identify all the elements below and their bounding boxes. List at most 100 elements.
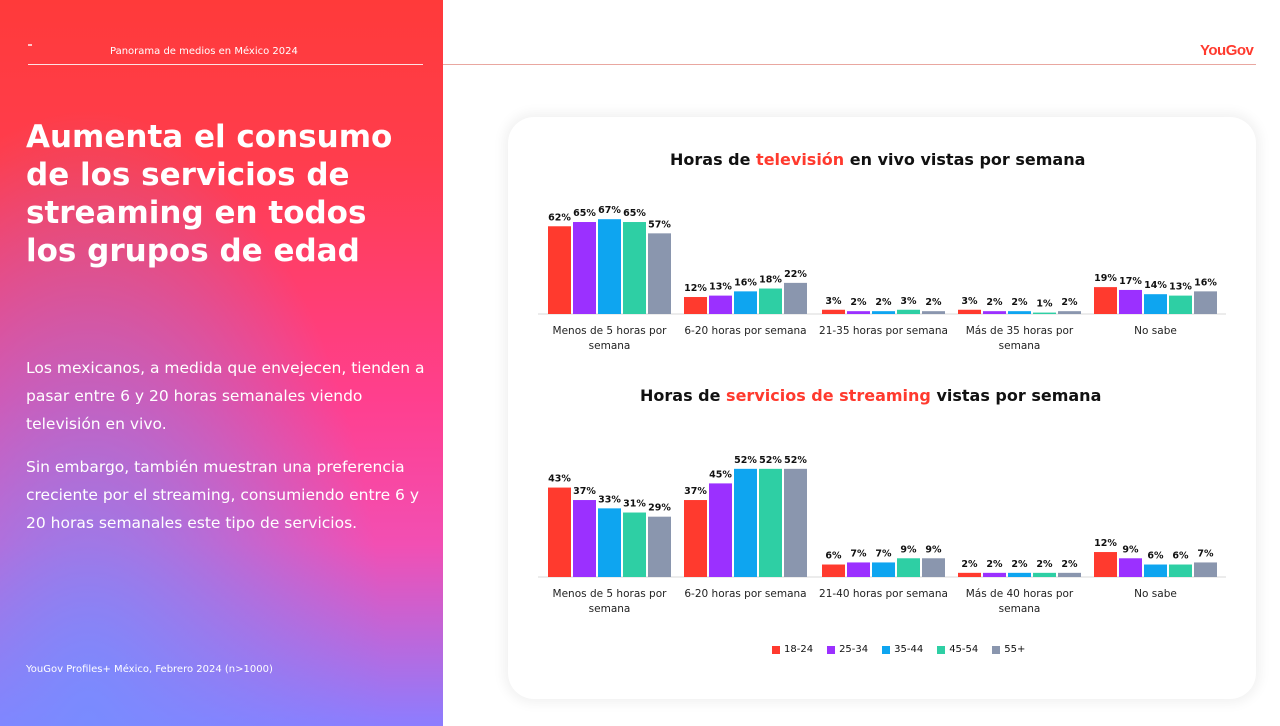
legend-label: 18-24 (784, 644, 814, 655)
bar-1-3-3 (1033, 572, 1056, 577)
bar-1-3-0 (958, 572, 981, 577)
category-label-0-3: Más de 35 horas por semana (966, 325, 1074, 352)
data-label-0-1-1: 13% (709, 282, 732, 293)
data-label-0-1-4: 22% (784, 269, 807, 280)
bar-1-4-3 (1169, 564, 1192, 577)
data-label-0-3-4: 2% (1061, 297, 1078, 308)
bar-1-1-2 (734, 468, 757, 577)
data-label-1-3-0: 2% (961, 559, 978, 570)
data-label-0-1-3: 18% (759, 275, 782, 286)
data-label-0-4-2: 14% (1144, 280, 1167, 291)
legend-label: 55+ (1004, 644, 1026, 655)
data-label-0-0-2: 67% (598, 205, 621, 216)
chart-card (508, 117, 1256, 699)
paragraph-streaming: Sin embargo, también muestran una prefer… (26, 458, 419, 532)
yougov-logo: YouGov (1200, 42, 1254, 59)
data-label-0-2-0: 3% (825, 296, 842, 307)
data-label-1-4-4: 7% (1197, 548, 1214, 559)
bar-1-0-3 (623, 512, 646, 577)
data-label-0-0-3: 65% (623, 208, 646, 219)
chart-legend: 18-24 25-34 35-44 45-54 55+ (772, 644, 1025, 655)
data-label-1-3-3: 2% (1036, 559, 1053, 570)
data-label-1-4-3: 6% (1172, 551, 1189, 562)
legend-swatch (827, 645, 836, 654)
data-label-0-3-0: 3% (961, 296, 978, 307)
data-label-0-1-0: 12% (684, 283, 707, 294)
bar-1-0-2 (598, 508, 621, 577)
bar-1-1-4 (784, 468, 807, 577)
category-label-1-0: Menos de 5 horas por semana (553, 588, 668, 615)
data-label-0-4-3: 13% (1169, 282, 1192, 293)
data-label-0-2-1: 2% (850, 297, 867, 308)
paragraph-tv: Los mexicanos, a medida que envejecen, t… (26, 359, 425, 433)
data-label-1-0-3: 31% (623, 499, 646, 510)
category-label-0-4: No sabe (1134, 325, 1177, 337)
bar-1-0-4 (648, 516, 671, 577)
data-label-1-0-1: 37% (573, 486, 596, 497)
data-label-1-3-2: 2% (1011, 559, 1028, 570)
source-note: YouGov Profiles+ México, Febrero 2024 (n… (26, 664, 273, 675)
header-rule (28, 64, 423, 65)
legend-label: 35-44 (894, 644, 924, 655)
bar-0-3-1 (983, 311, 1006, 314)
bar-0-3-2 (1008, 311, 1031, 314)
data-label-1-1-4: 52% (784, 455, 807, 466)
legend-swatch (772, 645, 780, 654)
bar-0-2-1 (847, 311, 870, 314)
category-label-0-0: Menos de 5 horas por semana (553, 325, 668, 352)
header-rule-right (443, 64, 1256, 65)
legend-item-18-24: 18-24 (772, 644, 813, 655)
bar-0-1-3 (759, 288, 782, 314)
bar-0-3-0 (958, 309, 981, 314)
bar-0-4-1 (1119, 289, 1142, 314)
bar-0-0-1 (573, 222, 596, 314)
legend-item-35-44: 35-44 (882, 644, 923, 655)
chart-title-tv: Horas de televisión en vivo vistas por s… (670, 150, 1086, 169)
data-label-1-2-3: 9% (900, 544, 917, 555)
bar-1-4-2 (1144, 564, 1167, 577)
data-label-1-2-2: 7% (875, 548, 892, 559)
bar-0-0-4 (648, 233, 671, 314)
category-label-0-2: 21-35 horas por semana (819, 325, 948, 337)
bar-1-4-1 (1119, 558, 1142, 577)
bar-1-2-4 (922, 558, 945, 577)
bar-1-3-1 (983, 572, 1006, 577)
bar-0-4-2 (1144, 294, 1167, 314)
data-label-1-1-3: 52% (759, 455, 782, 466)
bar-0-1-0 (684, 297, 707, 314)
data-label-0-4-1: 17% (1119, 276, 1142, 287)
data-label-1-0-0: 43% (548, 474, 571, 485)
chart-title-streaming: Horas de servicios de streaming vistas p… (640, 386, 1102, 405)
data-label-1-2-0: 6% (825, 551, 842, 562)
bar-0-4-3 (1169, 295, 1192, 314)
data-label-0-2-3: 3% (900, 296, 917, 307)
bar-1-1-1 (709, 483, 732, 577)
data-label-0-3-3: 1% (1036, 299, 1053, 310)
legend-label: 25-34 (839, 644, 869, 655)
legend-swatch (937, 645, 946, 654)
bar-1-1-3 (759, 468, 782, 577)
data-label-0-0-4: 57% (648, 219, 671, 230)
bar-0-4-4 (1194, 291, 1217, 314)
data-label-0-4-4: 16% (1194, 277, 1217, 288)
data-label-1-4-0: 12% (1094, 538, 1117, 549)
bar-1-2-0 (822, 564, 845, 577)
data-label-0-3-2: 2% (1011, 297, 1028, 308)
bar-0-2-0 (822, 309, 845, 314)
report-title: Panorama de medios en México 2024 (110, 46, 298, 57)
bar-1-4-0 (1094, 552, 1117, 577)
left-panel: Panorama de medios en México 2024 Aument… (0, 0, 443, 726)
bar-0-3-3 (1033, 312, 1056, 314)
bar-0-1-4 (784, 282, 807, 314)
bar-1-4-4 (1194, 562, 1217, 577)
data-label-0-3-1: 2% (986, 297, 1003, 308)
bar-1-3-2 (1008, 572, 1031, 577)
data-label-1-4-2: 6% (1147, 551, 1164, 562)
data-label-0-0-1: 65% (573, 208, 596, 219)
bar-1-0-1 (573, 500, 596, 577)
bar-0-0-3 (623, 222, 646, 314)
data-label-1-3-1: 2% (986, 559, 1003, 570)
data-label-1-4-1: 9% (1122, 544, 1139, 555)
bar-0-2-4 (922, 311, 945, 314)
